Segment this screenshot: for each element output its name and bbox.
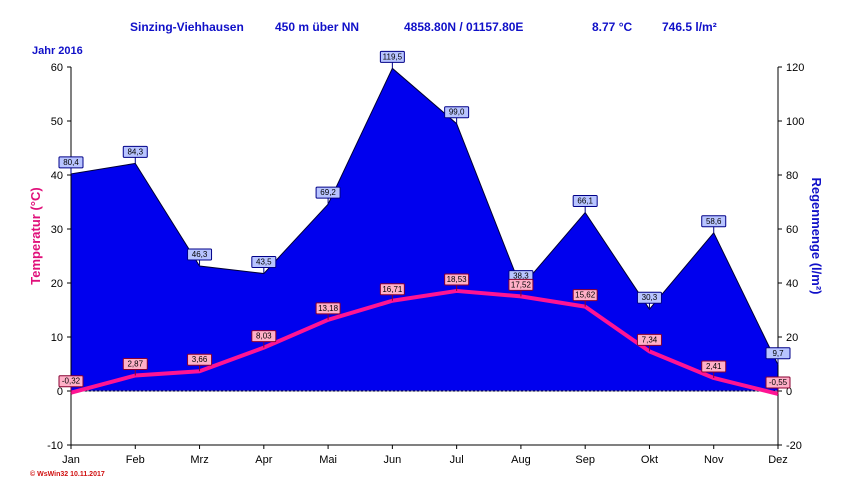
temp-data-label: -0,32	[62, 377, 81, 386]
rain-data-label: 9,7	[772, 349, 784, 358]
x-tick-label: Aug	[511, 454, 531, 466]
rain-data-label: 30,3	[642, 293, 658, 302]
x-tick-label: Mrz	[190, 454, 208, 466]
right-tick-label: 40	[786, 278, 798, 290]
x-tick-label: Okt	[641, 454, 658, 466]
right-tick-label: -20	[786, 440, 802, 452]
temp-data-label: 17,52	[511, 280, 532, 289]
rain-data-label: 80,4	[63, 158, 79, 167]
station-altitude: 450 m über NN	[275, 20, 360, 34]
left-tick-label: 40	[51, 170, 63, 182]
rain-data-label: 99,0	[449, 108, 465, 117]
rain-area	[70, 67, 779, 392]
rain-data-label: 43,5	[256, 258, 272, 267]
right-tick-label: 120	[786, 62, 804, 74]
right-tick-label: 100	[786, 116, 804, 128]
rain-data-label: 119,5	[383, 52, 403, 61]
left-tick-label: 60	[51, 62, 63, 74]
left-tick-label: 20	[51, 278, 63, 290]
footer-credit: © WsWin32 10.11.2017	[30, 471, 105, 478]
left-tick-label: -10	[47, 440, 63, 452]
left-tick-label: 30	[51, 224, 63, 236]
temp-data-label: 3,66	[192, 355, 208, 364]
temp-data-label: 7,34	[642, 335, 658, 344]
rain-data-label: 66,1	[577, 197, 593, 206]
temp-data-label: 8,03	[256, 332, 272, 341]
rain-data-label: 84,3	[127, 147, 143, 156]
rain-data-label: 46,3	[192, 250, 208, 259]
temp-data-label: 2,87	[127, 360, 143, 369]
temperature-line	[70, 288, 779, 396]
x-tick-label: Jan	[62, 454, 80, 466]
temp-data-label: 15,62	[575, 291, 596, 300]
total-rainfall: 746.5 l/m²	[662, 20, 717, 34]
right-tick-label: 60	[786, 224, 798, 236]
x-tick-label: Jun	[383, 454, 401, 466]
x-tick-label: Sep	[575, 454, 595, 466]
rain-data-label: 58,6	[706, 217, 722, 226]
left-tick-label: 50	[51, 116, 63, 128]
year-label: Jahr 2016	[32, 45, 83, 57]
mean-temperature: 8.77 °C	[592, 20, 633, 34]
rain-data-label: 69,2	[320, 188, 336, 197]
rain-data-label: 38,3	[513, 272, 529, 281]
x-tick-label: Apr	[255, 454, 272, 466]
left-axis-title: Temperatur (°C)	[28, 187, 43, 284]
left-tick-label: 0	[57, 386, 63, 398]
temp-data-label: -0,55	[769, 378, 788, 387]
x-tick-label: Nov	[704, 454, 724, 466]
x-tick-label: Feb	[126, 454, 145, 466]
right-axis-title: Regenmenge (l/m²)	[809, 177, 824, 294]
station-name: Sinzing-Viehhausen	[130, 20, 244, 34]
x-tick-label: Dez	[768, 454, 788, 466]
right-tick-label: 80	[786, 170, 798, 182]
temp-data-label: 18,53	[447, 275, 468, 284]
x-tick-label: Mai	[319, 454, 337, 466]
x-tick-label: Jul	[450, 454, 464, 466]
temp-data-label: 2,41	[706, 362, 722, 371]
station-coordinates: 4858.80N / 01157.80E	[404, 20, 524, 34]
right-tick-label: 20	[786, 332, 798, 344]
right-tick-label: 0	[786, 386, 792, 398]
chart-header: Sinzing-Viehhausen 450 m über NN 4858.80…	[0, 20, 850, 40]
left-tick-label: 10	[51, 332, 63, 344]
temp-data-label: 16,71	[382, 285, 403, 294]
temp-data-label: 13,18	[318, 304, 339, 313]
